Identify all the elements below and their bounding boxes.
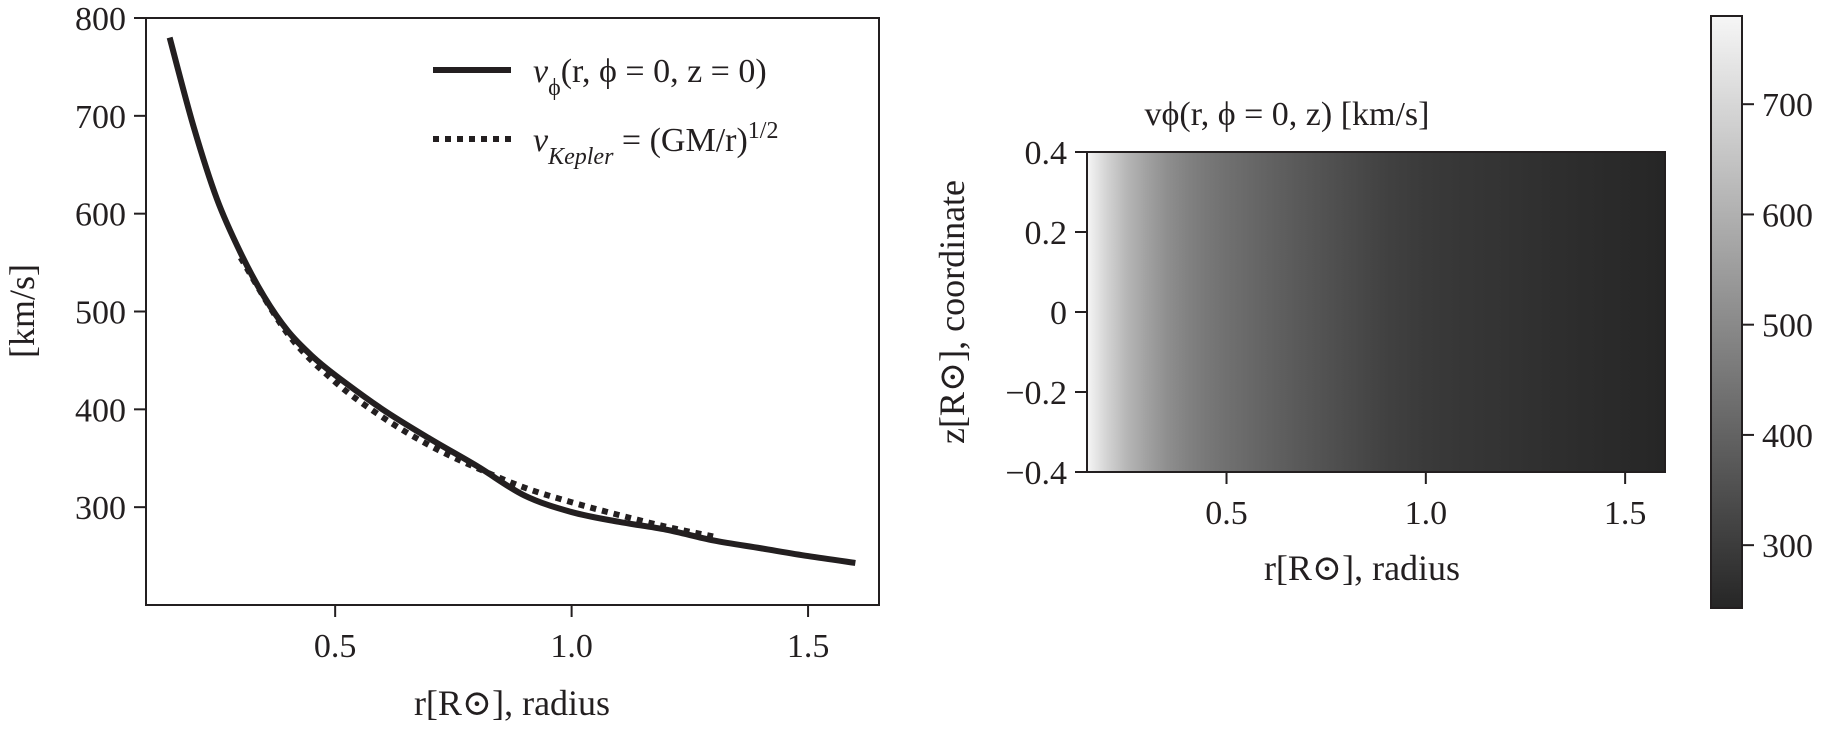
colorbar: 300 400 500 600 700 bbox=[1710, 15, 1813, 609]
line-chart: 300 400 500 600 700 800 0.5 1.0 1.5 vϕ(r, ϕ = 0… bbox=[2, 1, 880, 723]
heatmap-x-axis-label: r[R⊙], radius bbox=[1264, 548, 1460, 588]
legend-kepler-sup: 1/2 bbox=[748, 118, 779, 144]
line-x-axis-label: r[R⊙], radius bbox=[414, 683, 610, 723]
colorbar-tick-label: 600 bbox=[1762, 197, 1813, 234]
legend-entry-vphi: vϕ(r, ϕ = 0, z = 0) bbox=[533, 53, 767, 101]
line-y-ticks: 300 400 500 600 700 800 bbox=[75, 1, 146, 527]
heatmap-y-tick-label: 0.2 bbox=[1025, 215, 1068, 252]
heatmap-y-tick-label: −0.2 bbox=[1005, 375, 1067, 412]
heatmap-x-ticks: 0.5 1.0 1.5 bbox=[1205, 472, 1646, 532]
heatmap-y-ticks: 0.4 0.2 0 −0.2 −0.4 bbox=[1005, 135, 1087, 492]
line-y-tick-label: 800 bbox=[75, 1, 126, 38]
heatmap-x-tick-label: 1.5 bbox=[1604, 495, 1647, 532]
heatmap-y-tick-label: 0.4 bbox=[1025, 135, 1068, 172]
colorbar-tick-label: 500 bbox=[1762, 308, 1813, 345]
line-x-tick-label: 1.5 bbox=[787, 628, 830, 665]
line-x-tick-label: 1.0 bbox=[550, 628, 593, 665]
line-plot-frame bbox=[145, 17, 880, 606]
legend-vphi-rest: (r, ϕ = 0, z = 0) bbox=[561, 53, 767, 90]
legend: vϕ(r, ϕ = 0, z = 0) vKepler = (GM/r)1/2 bbox=[433, 53, 778, 170]
line-x-tick-label: 0.5 bbox=[314, 628, 357, 665]
legend-kepler-rest: = (GM/r) bbox=[613, 122, 747, 159]
series-kepler-line bbox=[238, 256, 715, 540]
colorbar-gradient-bar bbox=[1711, 16, 1742, 608]
line-y-tick-label: 400 bbox=[75, 392, 126, 429]
heatmap-chart: vϕ(r, ϕ = 0, z) [km/s] 0.4 0.2 0 −0.2 −0.4 0… bbox=[932, 96, 1666, 588]
line-x-ticks: 0.5 1.0 1.5 bbox=[314, 605, 829, 665]
heatmap-y-tick-label: 0 bbox=[1050, 295, 1067, 332]
line-y-tick-label: 300 bbox=[75, 490, 126, 527]
legend-kepler-sub: Kepler bbox=[547, 144, 614, 170]
heatmap-x-tick-label: 0.5 bbox=[1205, 495, 1248, 532]
series-vphi-line bbox=[166, 36, 856, 566]
heatmap-y-axis-label: z[R⊙], coordinate bbox=[932, 180, 972, 444]
heatmap-y-tick-label: −0.4 bbox=[1005, 455, 1067, 492]
line-y-axis-label: [km/s] bbox=[2, 264, 42, 358]
line-y-tick-label: 700 bbox=[75, 99, 126, 136]
legend-vphi-sub: ϕ bbox=[548, 75, 561, 101]
line-y-tick-label: 500 bbox=[75, 295, 126, 332]
colorbar-frame bbox=[1710, 15, 1743, 609]
colorbar-ticks: 300 400 500 600 700 bbox=[1742, 87, 1813, 565]
legend-entry-kepler: vKepler = (GM/r)1/2 bbox=[533, 118, 778, 170]
heatmap-x-tick-label: 1.0 bbox=[1405, 495, 1448, 532]
line-y-tick-label: 600 bbox=[75, 197, 126, 234]
legend-vphi-prefix: v bbox=[533, 53, 549, 90]
colorbar-tick-label: 300 bbox=[1762, 528, 1813, 565]
heatmap-image bbox=[1087, 152, 1665, 472]
colorbar-tick-label: 400 bbox=[1762, 418, 1813, 455]
heatmap-title: vϕ(r, ϕ = 0, z) [km/s] bbox=[1145, 96, 1430, 133]
colorbar-tick-label: 700 bbox=[1762, 87, 1813, 124]
legend-kepler-prefix: v bbox=[533, 122, 549, 159]
